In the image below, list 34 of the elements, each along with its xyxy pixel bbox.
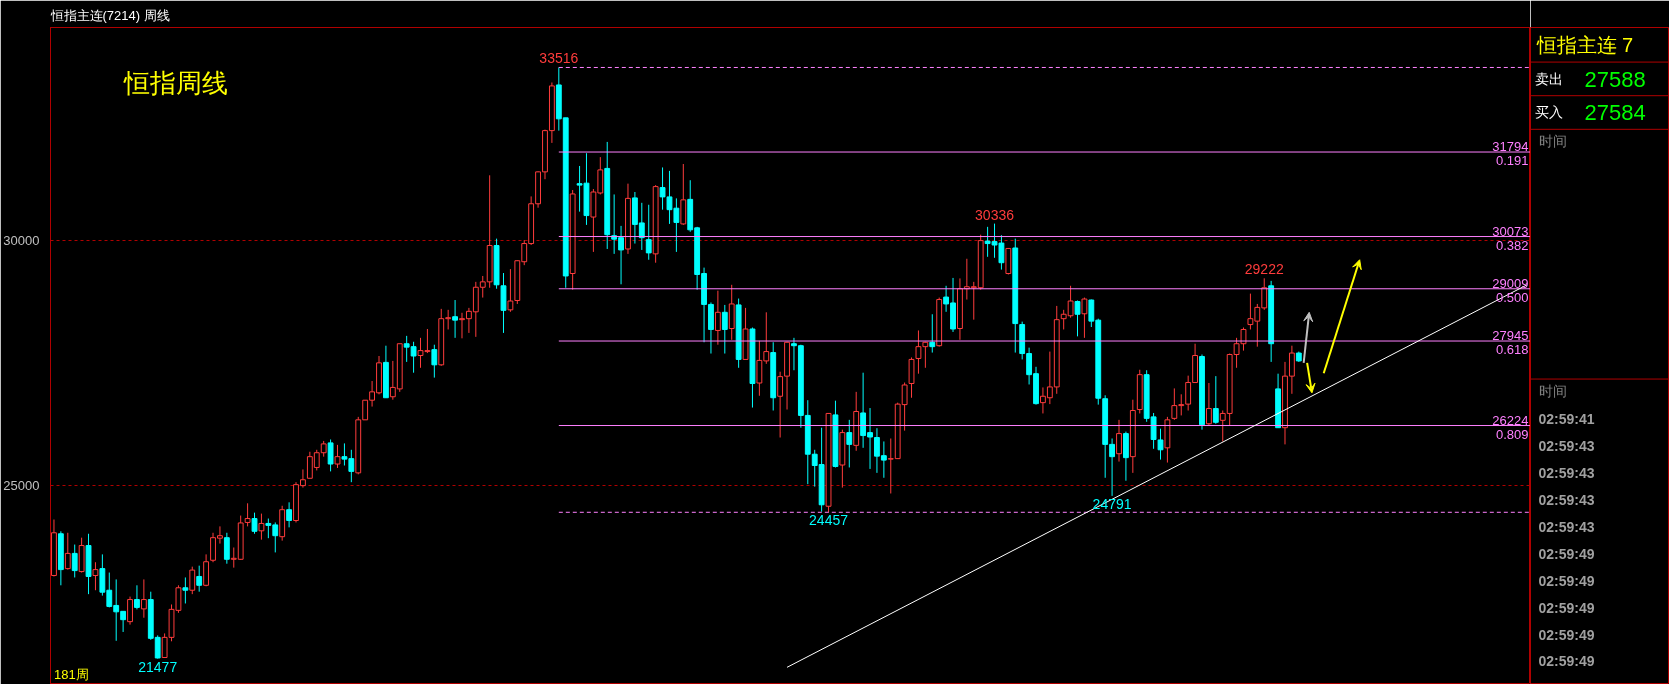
text: 02:59:43 — [1538, 438, 1595, 455]
annotation: 30336 — [975, 206, 1015, 223]
annotation: 0.618 — [1495, 342, 1529, 358]
text: 02:59:43 — [1538, 465, 1595, 482]
chart-subtitle: 恒指主连(7214) 周线 — [49, 7, 170, 23]
text: 02:59:49 — [1538, 653, 1595, 670]
text: 02:59:49 — [1538, 572, 1595, 589]
ref-line-label: 26224 — [1492, 412, 1529, 428]
ref-line-label: 30073 — [1492, 223, 1529, 239]
ref-line-label: 29009 — [1492, 275, 1529, 291]
y-tick-label: 25000 — [3, 478, 40, 494]
text: 02:59:49 — [1538, 599, 1595, 616]
text: 时间 — [1538, 382, 1567, 399]
text: 恒指周线 — [122, 67, 228, 98]
ref-line-label: 27945 — [1492, 328, 1529, 344]
text: 02:59:43 — [1538, 492, 1595, 509]
annotation: 181周 — [53, 666, 89, 682]
annotation: 0.382 — [1495, 237, 1529, 253]
text: 卖出 27588 — [1534, 66, 1646, 92]
annotation: 33516 — [539, 50, 579, 67]
text: 买入 27584 — [1534, 99, 1646, 125]
y-tick-label: 30000 — [3, 232, 40, 248]
text: 时间 — [1538, 132, 1567, 149]
text: 02:59:49 — [1538, 626, 1595, 643]
text: 02:59:49 — [1538, 545, 1595, 562]
annotation: 0.191 — [1495, 153, 1529, 169]
annotation: 24457 — [809, 512, 849, 529]
text: 02:59:43 — [1538, 518, 1595, 535]
ref-line-label: 31794 — [1492, 139, 1529, 155]
text: 恒指主连 7 — [1535, 33, 1634, 56]
annotation: 29222 — [1244, 261, 1284, 278]
annotation: 21477 — [138, 658, 178, 675]
text: 02:59:41 — [1538, 411, 1595, 428]
annotation: 0.809 — [1495, 426, 1529, 442]
